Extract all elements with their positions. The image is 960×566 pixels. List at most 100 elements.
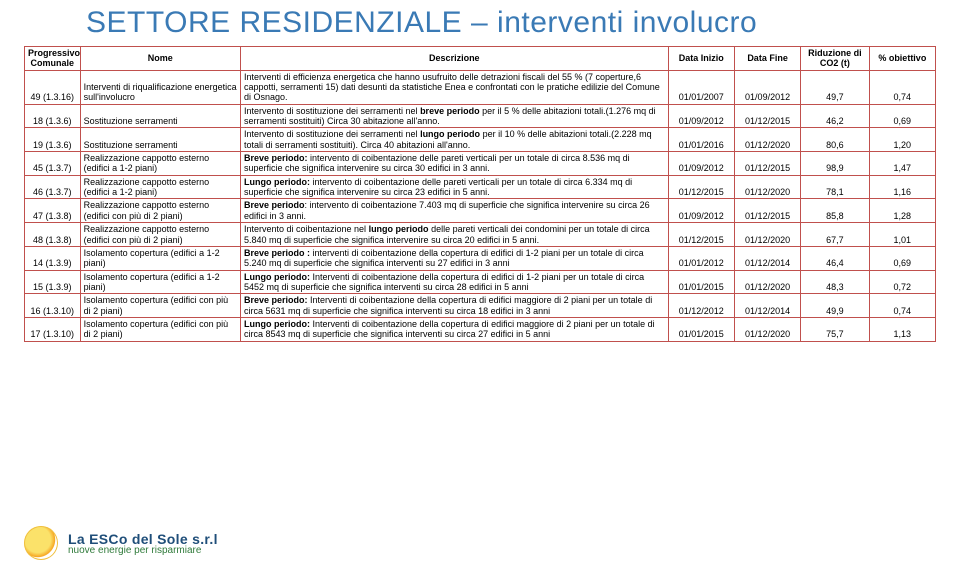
footer-brand: La ESCo del Sole s.r.l nuove energie per… xyxy=(24,526,218,560)
cell-data-inizio: 01/09/2012 xyxy=(668,199,734,223)
cell-co2: 46,4 xyxy=(801,246,869,270)
page-title: SETTORE RESIDENZIALE – interventi involu… xyxy=(86,6,936,40)
cell-co2: 49,9 xyxy=(801,294,869,318)
cell-descrizione: Intervento di sostituzione dei serrament… xyxy=(240,128,668,152)
sun-logo-icon xyxy=(24,526,58,560)
cell-descrizione: Lungo periodo: Interventi di coibentazio… xyxy=(240,270,668,294)
cell-data-fine: 01/12/2015 xyxy=(734,199,800,223)
cell-descrizione: Breve periodo: intervento di coibentazio… xyxy=(240,199,668,223)
cell-co2: 75,7 xyxy=(801,317,869,341)
cell-progressivo: 14 (1.3.9) xyxy=(25,246,81,270)
cell-obiettivo: 0,69 xyxy=(869,246,935,270)
cell-obiettivo: 0,72 xyxy=(869,270,935,294)
cell-data-fine: 01/12/2015 xyxy=(734,152,800,176)
table-row: 15 (1.3.9)Isolamento copertura (edifici … xyxy=(25,270,936,294)
cell-progressivo: 15 (1.3.9) xyxy=(25,270,81,294)
cell-data-fine: 01/12/2020 xyxy=(734,128,800,152)
cell-progressivo: 47 (1.3.8) xyxy=(25,199,81,223)
cell-nome: Realizzazione cappotto esterno (edifici … xyxy=(80,175,240,199)
cell-obiettivo: 1,20 xyxy=(869,128,935,152)
col-nome: Nome xyxy=(80,47,240,71)
cell-data-inizio: 01/01/2016 xyxy=(668,128,734,152)
cell-progressivo: 48 (1.3.8) xyxy=(25,223,81,247)
table-row: 18 (1.3.6)Sostituzione serramentiInterve… xyxy=(25,104,936,128)
cell-obiettivo: 1,13 xyxy=(869,317,935,341)
cell-data-fine: 01/09/2012 xyxy=(734,70,800,104)
data-table: Progressivo Comunale Nome Descrizione Da… xyxy=(24,46,936,342)
cell-nome: Realizzazione cappotto esterno (edifici … xyxy=(80,199,240,223)
col-obiettivo: % obiettivo xyxy=(869,47,935,71)
cell-nome: Isolamento copertura (edifici a 1-2 pian… xyxy=(80,270,240,294)
cell-nome: Isolamento copertura (edifici a 1-2 pian… xyxy=(80,246,240,270)
table-row: 49 (1.3.16)Interventi di riqualificazion… xyxy=(25,70,936,104)
cell-co2: 78,1 xyxy=(801,175,869,199)
cell-progressivo: 17 (1.3.10) xyxy=(25,317,81,341)
cell-progressivo: 49 (1.3.16) xyxy=(25,70,81,104)
table-header-row: Progressivo Comunale Nome Descrizione Da… xyxy=(25,47,936,71)
slide: SETTORE RESIDENZIALE – interventi involu… xyxy=(0,0,960,566)
cell-progressivo: 46 (1.3.7) xyxy=(25,175,81,199)
cell-obiettivo: 1,01 xyxy=(869,223,935,247)
cell-obiettivo: 1,47 xyxy=(869,152,935,176)
cell-nome: Realizzazione cappotto esterno (edifici … xyxy=(80,223,240,247)
cell-data-inizio: 01/01/2015 xyxy=(668,317,734,341)
cell-descrizione: Intervento di sostituzione dei serrament… xyxy=(240,104,668,128)
cell-descrizione: Lungo periodo: Interventi di coibentazio… xyxy=(240,317,668,341)
cell-data-inizio: 01/01/2015 xyxy=(668,270,734,294)
cell-obiettivo: 0,74 xyxy=(869,70,935,104)
table-head: Progressivo Comunale Nome Descrizione Da… xyxy=(25,47,936,71)
table-row: 19 (1.3.6)Sostituzione serramentiInterve… xyxy=(25,128,936,152)
table-row: 47 (1.3.8)Realizzazione cappotto esterno… xyxy=(25,199,936,223)
cell-co2: 80,6 xyxy=(801,128,869,152)
col-co2: Riduzione di CO2 (t) xyxy=(801,47,869,71)
col-descrizione: Descrizione xyxy=(240,47,668,71)
cell-data-inizio: 01/09/2012 xyxy=(668,152,734,176)
cell-co2: 98,9 xyxy=(801,152,869,176)
cell-data-fine: 01/12/2020 xyxy=(734,317,800,341)
cell-obiettivo: 1,16 xyxy=(869,175,935,199)
cell-progressivo: 18 (1.3.6) xyxy=(25,104,81,128)
cell-co2: 46,2 xyxy=(801,104,869,128)
table-row: 48 (1.3.8)Realizzazione cappotto esterno… xyxy=(25,223,936,247)
cell-nome: Sostituzione serramenti xyxy=(80,104,240,128)
cell-data-inizio: 01/12/2012 xyxy=(668,294,734,318)
cell-data-fine: 01/12/2014 xyxy=(734,246,800,270)
col-data-inizio: Data Inizio xyxy=(668,47,734,71)
cell-descrizione: Lungo periodo: intervento di coibentazio… xyxy=(240,175,668,199)
cell-progressivo: 45 (1.3.7) xyxy=(25,152,81,176)
cell-data-inizio: 01/12/2015 xyxy=(668,175,734,199)
cell-data-fine: 01/12/2020 xyxy=(734,175,800,199)
cell-obiettivo: 0,74 xyxy=(869,294,935,318)
brand-text: La ESCo del Sole s.r.l nuove energie per… xyxy=(68,531,218,556)
cell-data-inizio: 01/12/2015 xyxy=(668,223,734,247)
cell-descrizione: Breve periodo : interventi di coibentazi… xyxy=(240,246,668,270)
cell-co2: 67,7 xyxy=(801,223,869,247)
cell-data-inizio: 01/09/2012 xyxy=(668,104,734,128)
cell-descrizione: Breve periodo: intervento di coibentazio… xyxy=(240,152,668,176)
col-progressivo: Progressivo Comunale xyxy=(25,47,81,71)
col-data-fine: Data Fine xyxy=(734,47,800,71)
table-row: 46 (1.3.7)Realizzazione cappotto esterno… xyxy=(25,175,936,199)
cell-descrizione: Intervento di coibentazione nel lungo pe… xyxy=(240,223,668,247)
table-row: 14 (1.3.9)Isolamento copertura (edifici … xyxy=(25,246,936,270)
cell-data-fine: 01/12/2015 xyxy=(734,104,800,128)
cell-descrizione: Interventi di efficienza energetica che … xyxy=(240,70,668,104)
cell-nome: Isolamento copertura (edifici con più di… xyxy=(80,294,240,318)
cell-progressivo: 16 (1.3.10) xyxy=(25,294,81,318)
cell-nome: Sostituzione serramenti xyxy=(80,128,240,152)
cell-data-fine: 01/12/2020 xyxy=(734,223,800,247)
cell-obiettivo: 1,28 xyxy=(869,199,935,223)
cell-obiettivo: 0,69 xyxy=(869,104,935,128)
table-row: 16 (1.3.10)Isolamento copertura (edifici… xyxy=(25,294,936,318)
cell-nome: Isolamento copertura (edifici con più di… xyxy=(80,317,240,341)
cell-data-fine: 01/12/2014 xyxy=(734,294,800,318)
cell-data-inizio: 01/01/2007 xyxy=(668,70,734,104)
cell-data-inizio: 01/01/2012 xyxy=(668,246,734,270)
table-body: 49 (1.3.16)Interventi di riqualificazion… xyxy=(25,70,936,341)
cell-progressivo: 19 (1.3.6) xyxy=(25,128,81,152)
cell-data-fine: 01/12/2020 xyxy=(734,270,800,294)
cell-co2: 85,8 xyxy=(801,199,869,223)
cell-nome: Realizzazione cappotto esterno (edifici … xyxy=(80,152,240,176)
cell-co2: 49,7 xyxy=(801,70,869,104)
cell-nome: Interventi di riqualificazione energetic… xyxy=(80,70,240,104)
